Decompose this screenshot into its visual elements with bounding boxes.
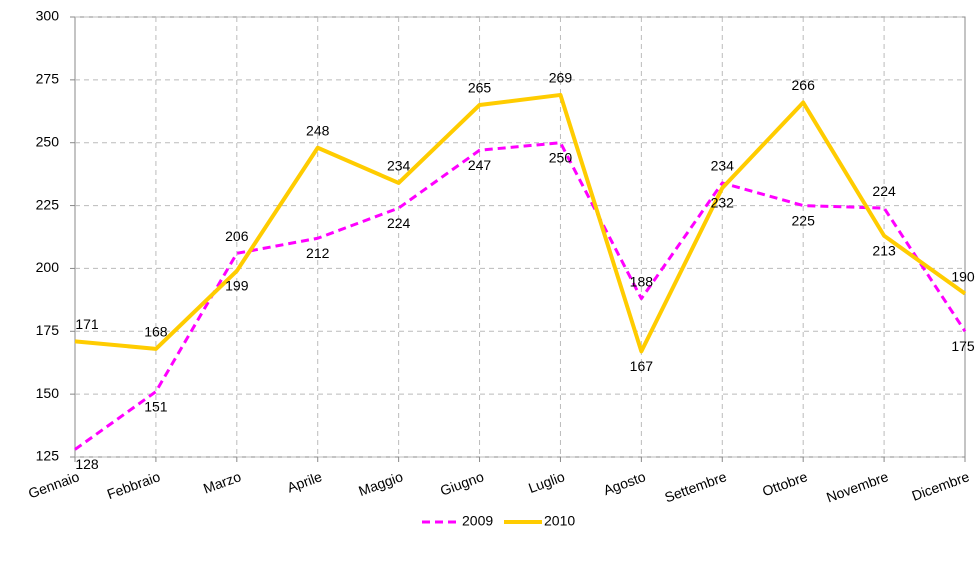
data-label: 269	[549, 70, 573, 86]
data-label: 128	[75, 456, 99, 472]
data-label: 212	[306, 245, 330, 261]
data-label: 188	[630, 273, 654, 289]
y-tick-label: 275	[36, 71, 60, 87]
data-label: 175	[951, 338, 975, 354]
data-label: 247	[468, 157, 492, 173]
x-tick-label: Gennaio	[26, 468, 81, 501]
x-tick-label: Dicembre	[910, 468, 972, 504]
data-label: 224	[387, 215, 411, 231]
data-label: 232	[711, 195, 735, 211]
x-tick-label: Febbraio	[105, 468, 163, 502]
y-tick-label: 225	[36, 196, 60, 212]
y-tick-label: 300	[36, 8, 60, 24]
data-label: 206	[225, 228, 249, 244]
x-tick-label: Ottobre	[760, 468, 810, 499]
y-tick-label: 200	[36, 259, 60, 275]
x-tick-label: Settembre	[662, 468, 728, 505]
plot-area	[74, 16, 966, 458]
series-line	[74, 92, 967, 354]
x-tick-label: Giugno	[438, 468, 486, 499]
x-tick-label: Marzo	[201, 468, 243, 496]
x-tick-label: Maggio	[356, 468, 405, 499]
legend-label: 2009	[462, 513, 493, 529]
y-tick-label: 250	[36, 133, 60, 149]
legend-label: 2010	[544, 513, 575, 529]
y-tick-label: 125	[36, 448, 60, 464]
x-tick-label: Luglio	[526, 468, 567, 496]
x-tick-label: Novembre	[824, 468, 890, 505]
data-label: 234	[711, 158, 735, 174]
data-label: 171	[75, 316, 99, 332]
data-label: 234	[387, 158, 411, 174]
x-tick-label: Aprile	[285, 468, 324, 495]
x-tick-label: Agosto	[601, 468, 648, 498]
data-label: 265	[468, 80, 492, 96]
data-label: 168	[144, 324, 168, 340]
data-label: 248	[306, 122, 330, 138]
y-tick-label: 175	[36, 322, 60, 338]
data-label: 151	[144, 398, 168, 414]
data-label: 190	[951, 268, 975, 284]
data-label: 167	[630, 358, 654, 374]
data-label: 225	[792, 212, 816, 228]
data-label: 199	[225, 278, 249, 294]
data-label: 213	[872, 242, 896, 258]
data-label: 224	[872, 183, 896, 199]
y-tick-label: 150	[36, 385, 60, 401]
data-label: 250	[549, 149, 573, 165]
data-label: 266	[792, 77, 816, 93]
